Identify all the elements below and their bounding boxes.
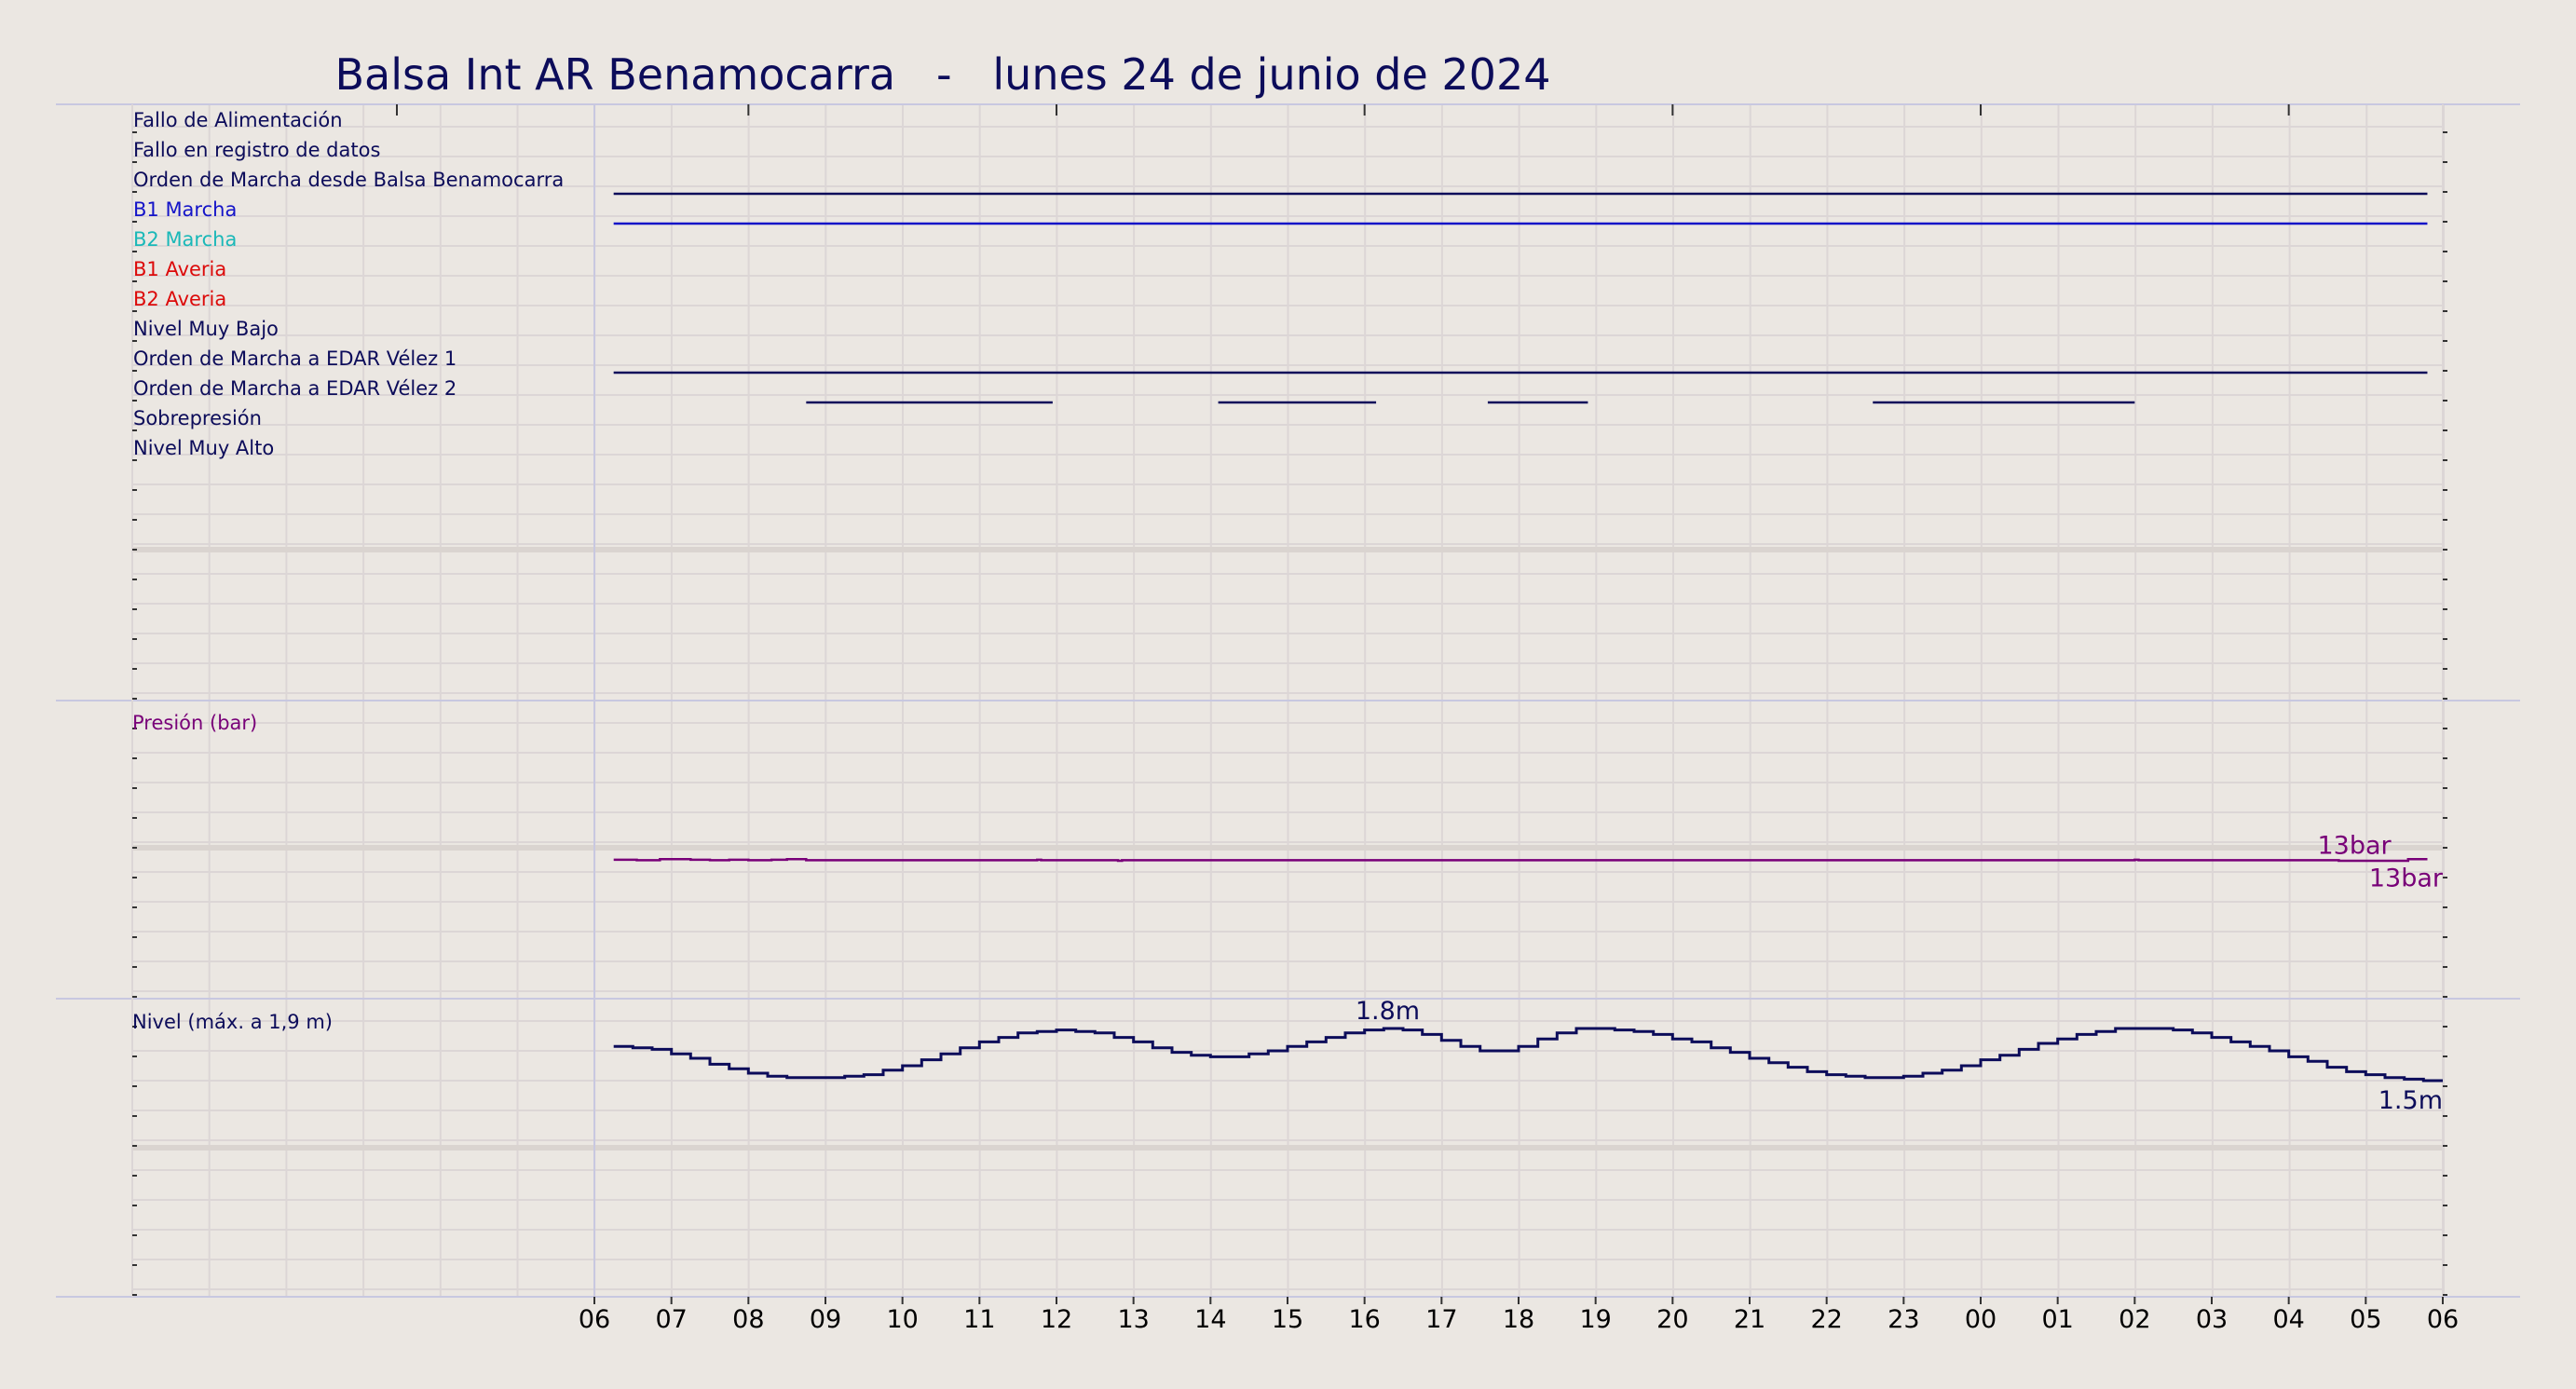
x-tick-label: 07 (655, 1305, 687, 1334)
x-tick-label: 04 (2272, 1305, 2304, 1334)
pressure-line (614, 859, 2428, 861)
x-tick-label: 16 (1348, 1305, 1380, 1334)
x-tick-label: 05 (2350, 1305, 2381, 1334)
x-tick-label: 22 (1810, 1305, 1842, 1334)
x-tick-label: 12 (1041, 1305, 1072, 1334)
signal-label: Nivel Muy Bajo (133, 318, 279, 340)
chart-title: Balsa Int AR Benamocarra - lunes 24 de j… (335, 49, 1551, 100)
x-tick-label: 00 (1965, 1305, 1997, 1334)
x-tick-label: 06 (579, 1305, 610, 1334)
signal-label: B2 Averia (133, 288, 226, 310)
signal-label: B1 Averia (133, 258, 226, 280)
signal-label: Fallo de Alimentación (133, 109, 343, 131)
signal-label: Sobrepresión (133, 407, 262, 429)
signal-label: B2 Marcha (133, 228, 237, 251)
signal-label: Orden de Marcha a EDAR Vélez 2 (133, 377, 457, 400)
x-tick-label: 19 (1579, 1305, 1611, 1334)
signal-label: Fallo en registro de datos (133, 139, 380, 161)
x-tick-label: 03 (2196, 1305, 2228, 1334)
pressure-panel-label: Presión (bar) (132, 712, 257, 734)
signal-label: B1 Marcha (133, 198, 237, 221)
signal-label: Orden de Marcha a EDAR Vélez 1 (133, 347, 457, 370)
x-tick-label: 08 (732, 1305, 764, 1334)
x-tick-label: 06 (2427, 1305, 2459, 1334)
x-tick-label: 10 (886, 1305, 918, 1334)
level-max-label: 1.8m (1356, 997, 1420, 1026)
x-tick-label: 02 (2119, 1305, 2150, 1334)
pressure-series (614, 859, 2428, 861)
x-tick-label: 21 (1734, 1305, 1765, 1334)
x-tick-label: 01 (2041, 1305, 2073, 1334)
x-tick-label: 20 (1656, 1305, 1688, 1334)
x-tick-label: 23 (1888, 1305, 1919, 1334)
x-tick-label: 09 (810, 1305, 841, 1334)
x-tick-label: 11 (963, 1305, 995, 1334)
level-panel-label: Nivel (máx. a 1,9 m) (132, 1011, 333, 1033)
pressure-max-label: 13bar (2318, 831, 2392, 860)
x-tick-label: 13 (1117, 1305, 1149, 1334)
x-tick-label: 18 (1503, 1305, 1534, 1334)
level-last-label: 1.5m (2378, 1086, 2443, 1115)
x-tick-label: 14 (1194, 1305, 1226, 1334)
x-tick-label: 15 (1272, 1305, 1303, 1334)
signal-label: Orden de Marcha desde Balsa Benamocarra (133, 169, 564, 191)
pressure-last-label: 13bar (2369, 864, 2444, 892)
signal-label: Nivel Muy Alto (133, 437, 274, 459)
x-tick-label: 17 (1425, 1305, 1457, 1334)
